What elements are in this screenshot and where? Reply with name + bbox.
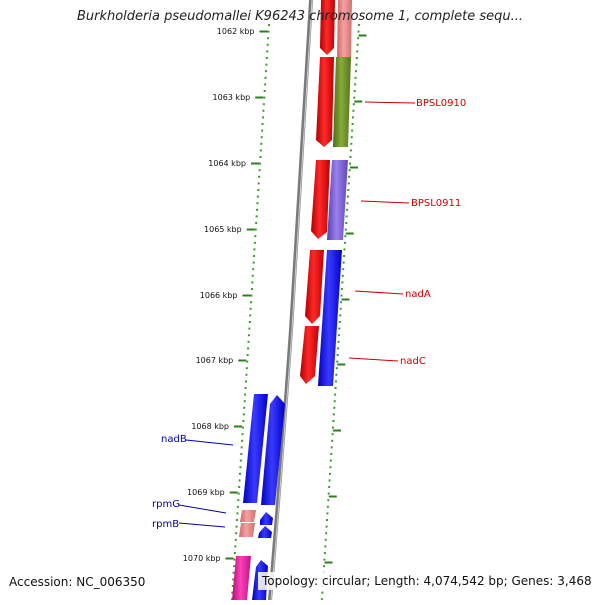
label-nadb[interactable]: nadB (161, 434, 187, 445)
ruler-label: 1068 kbp (191, 422, 229, 431)
ruler-labels: 1062 kbp 1063 kbp 1064 kbp 1065 kbp 1066 kbp… (183, 27, 255, 563)
label-nada[interactable]: nadA (405, 289, 431, 300)
accession-label: Accession: NC_006350 (9, 575, 146, 589)
ruler-label: 1070 kbp (183, 554, 221, 563)
ruler-label: 1062 kbp (217, 27, 255, 36)
feature-forward-nada[interactable] (318, 250, 342, 386)
leader-bpsl0911 (360, 200, 410, 204)
ruler-label: 1064 kbp (208, 159, 246, 168)
inner-ruler (225, 24, 270, 601)
label-bpsl0911[interactable]: BPSL0911 (411, 198, 461, 209)
feature-forward-bpsl0911[interactable] (327, 160, 348, 240)
leader-nada (354, 290, 404, 295)
label-rpmb[interactable]: rpmB (152, 519, 179, 530)
feature-reverse-rpmb[interactable] (239, 523, 255, 537)
genome-summary: Topology: circular; Length: 4,074,542 bp… (258, 572, 594, 590)
forward-strand-track (252, 0, 352, 600)
feature-reverse-nadb[interactable] (243, 394, 268, 503)
ruler-label: 1066 kbp (200, 291, 238, 300)
feature-reverse-4[interactable] (305, 250, 324, 324)
leader-nadc (348, 357, 399, 362)
feature-forward-rpmb[interactable] (258, 526, 272, 538)
feature-forward-1[interactable] (337, 0, 352, 57)
sequence-backbone (268, 0, 313, 601)
label-rpmg[interactable]: rpmG (152, 499, 180, 510)
feature-reverse-rpmg[interactable] (240, 510, 256, 522)
feature-reverse-2[interactable] (316, 57, 334, 147)
gene-labels: BPSL0910 BPSL0911 nadA nadC nadB rpmG rp… (152, 98, 466, 530)
sequence-backbone-highlight (270, 0, 313, 601)
feature-reverse-6[interactable] (232, 556, 251, 600)
label-bpsl0910[interactable]: BPSL0910 (416, 98, 466, 109)
outer-ruler (320, 24, 367, 601)
feature-reverse-3[interactable] (311, 160, 330, 239)
feature-forward-bpsl0910[interactable] (333, 57, 351, 147)
leader-rpmg (178, 504, 227, 514)
reverse-strand-track (232, 0, 335, 600)
ruler-label: 1063 kbp (213, 93, 251, 102)
feature-reverse-5[interactable] (300, 326, 319, 384)
leader-rpmb (178, 522, 226, 528)
feature-forward-rpmg[interactable] (260, 512, 273, 525)
ruler-label: 1067 kbp (196, 356, 234, 365)
feature-reverse-1[interactable] (320, 0, 335, 55)
leader-nadb (185, 439, 234, 446)
feature-forward-nadb[interactable] (261, 395, 285, 505)
ruler-label: 1065 kbp (204, 225, 242, 234)
leader-bpsl0910 (364, 101, 416, 104)
map-title: Burkholderia pseudomallei K96243 chromos… (76, 9, 524, 24)
ruler-label: 1069 kbp (187, 488, 225, 497)
label-nadc[interactable]: nadC (400, 356, 426, 367)
